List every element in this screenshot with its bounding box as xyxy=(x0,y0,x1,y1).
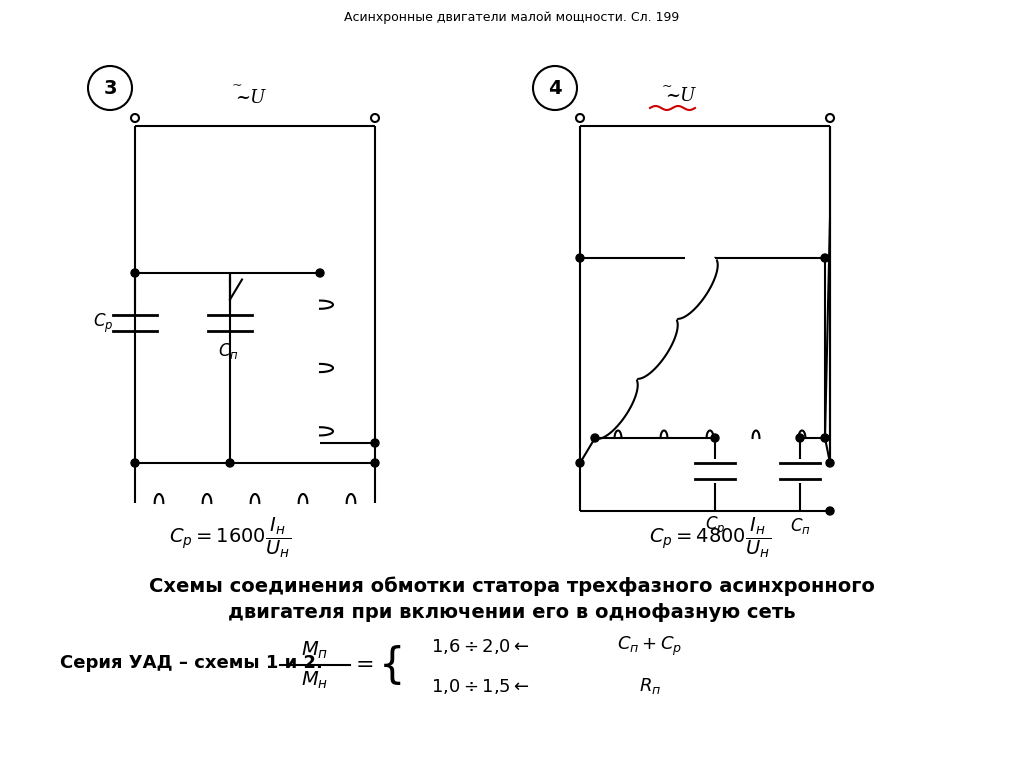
Text: $R_п$: $R_п$ xyxy=(639,676,662,696)
Circle shape xyxy=(821,254,829,262)
Circle shape xyxy=(316,269,324,277)
Circle shape xyxy=(826,459,834,467)
Circle shape xyxy=(131,269,139,277)
Circle shape xyxy=(226,459,234,467)
Text: ~: ~ xyxy=(231,80,243,92)
Text: ~: ~ xyxy=(662,80,672,92)
Text: $1{,}0 \div 1{,}5 \leftarrow$: $1{,}0 \div 1{,}5 \leftarrow$ xyxy=(430,677,529,696)
Text: $C_р$: $C_р$ xyxy=(705,515,725,538)
Text: $M_н$: $M_н$ xyxy=(301,670,329,690)
Text: ~U: ~U xyxy=(234,89,265,107)
Circle shape xyxy=(591,434,599,442)
Text: $M_п$: $M_п$ xyxy=(301,639,329,660)
Text: $\{$: $\{$ xyxy=(379,643,401,687)
Text: двигателя при включении его в однофазную сеть: двигателя при включении его в однофазную… xyxy=(228,604,796,623)
Text: $C_р = 4800\dfrac{I_н}{U_н}$: $C_р = 4800\dfrac{I_н}{U_н}$ xyxy=(649,515,771,561)
Text: $C_р$: $C_р$ xyxy=(93,311,114,335)
Text: $C_п$: $C_п$ xyxy=(790,516,810,536)
Text: =: = xyxy=(355,655,375,675)
Circle shape xyxy=(711,434,719,442)
Text: Серия УАД – схемы 1 и 2.: Серия УАД – схемы 1 и 2. xyxy=(60,654,323,672)
Text: 4: 4 xyxy=(548,78,562,98)
Text: 3: 3 xyxy=(103,78,117,98)
Text: $C_п$: $C_п$ xyxy=(218,341,239,361)
Circle shape xyxy=(796,434,804,442)
Text: $1{,}6 \div 2{,}0 \leftarrow$: $1{,}6 \div 2{,}0 \leftarrow$ xyxy=(430,637,529,656)
Text: $C_р = 1600\dfrac{I_н}{U_н}$: $C_р = 1600\dfrac{I_н}{U_н}$ xyxy=(169,515,291,561)
Text: Асинхронные двигатели малой мощности. Сл. 199: Асинхронные двигатели малой мощности. Сл… xyxy=(344,12,680,25)
Circle shape xyxy=(821,434,829,442)
Text: ~U: ~U xyxy=(665,87,695,105)
Circle shape xyxy=(575,254,584,262)
Text: $C_п + C_р$: $C_п + C_р$ xyxy=(617,634,683,657)
Circle shape xyxy=(371,459,379,467)
Circle shape xyxy=(575,459,584,467)
Circle shape xyxy=(826,507,834,515)
Circle shape xyxy=(131,459,139,467)
Circle shape xyxy=(371,439,379,447)
Text: Схемы соединения обмотки статора трехфазного асинхронного: Схемы соединения обмотки статора трехфаз… xyxy=(150,576,874,596)
